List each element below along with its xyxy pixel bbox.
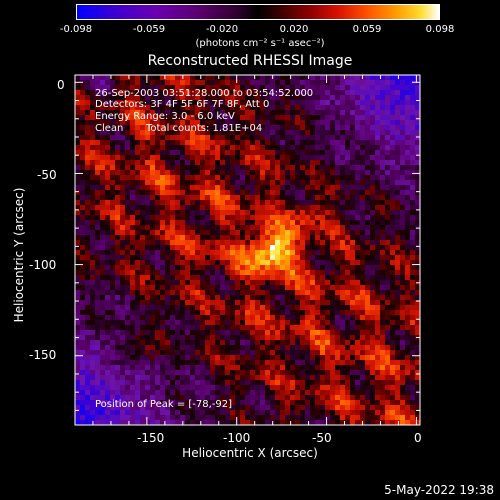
heatmap-image [75, 75, 421, 426]
y-tick-label: 0 [57, 78, 65, 92]
colorbar-tick-label: 0.098 [425, 24, 455, 35]
peak-position-label: Position of Peak = [-78,-92] [95, 399, 233, 410]
x-tick-label: -50 [312, 431, 332, 445]
colorbar-tick-label: 0.059 [352, 24, 382, 35]
colorbar-tick-label: -0.020 [205, 24, 239, 35]
y-tick-label: -50 [37, 168, 57, 182]
plot-title: Reconstructed RHESSI Image [147, 53, 353, 69]
detectors-annotation: Detectors: 3F 4F 5F 6F 7F 8F, Att 0 [95, 99, 270, 110]
total-counts-annotation: Total counts: 1.81E+04 [146, 123, 263, 134]
y-tick-label: -150 [29, 348, 57, 362]
footer-date: 5-May-2022 19:38 [384, 483, 494, 497]
colorbar-units: (photons cm⁻² s⁻¹ asec⁻²) [195, 38, 325, 49]
y-axis-label: Heliocentric Y (arcsec) [12, 187, 26, 323]
x-tick-label: -150 [137, 431, 165, 445]
x-tick-label: -100 [223, 431, 251, 445]
time-range-annotation: 26-Sep-2003 03:51:28.000 to 03:54:52.000 [95, 88, 314, 99]
y-tick-label: -100 [29, 258, 57, 272]
axis-ticks [74, 75, 420, 425]
x-tick-label: 0 [414, 431, 422, 445]
colorbar-tick-label: -0.098 [59, 24, 93, 35]
plot-frame [74, 74, 421, 426]
x-axis-label: Heliocentric X (arcsec) [182, 446, 318, 460]
colorbar-tick-label: 0.020 [279, 24, 309, 35]
colorbar-tick-label: -0.059 [132, 24, 166, 35]
colorbar [76, 4, 440, 20]
energy-range-annotation: Energy Range: 3.0 - 6.0 keV [95, 111, 235, 122]
clean-method-annotation: Clean [95, 123, 124, 134]
